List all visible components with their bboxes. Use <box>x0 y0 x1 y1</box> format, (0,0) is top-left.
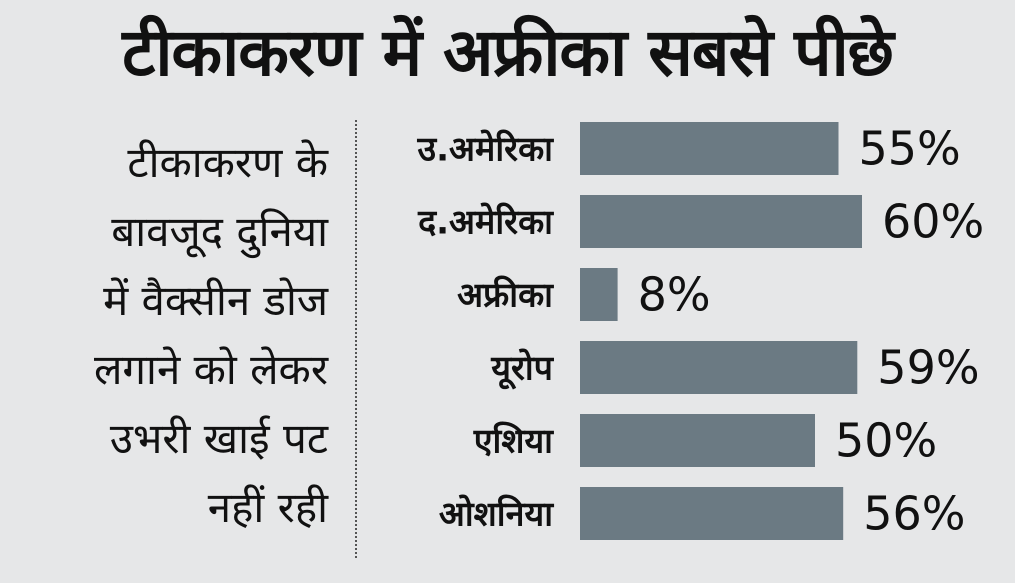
value-label: 59% <box>877 341 979 395</box>
value-label: 60% <box>882 195 984 249</box>
value-label: 56% <box>863 487 965 541</box>
description-line: टीकाकरण के <box>127 138 328 187</box>
value-label: 50% <box>835 414 937 468</box>
category-label: ओशनिया <box>439 494 554 535</box>
value-label: 55% <box>859 122 961 176</box>
bar <box>580 122 839 175</box>
chart-title: टीकाकरण में अफ्रीका सबसे पीछे <box>122 14 894 91</box>
description-line: उभरी खाई पट <box>109 414 328 463</box>
description-text: टीकाकरण के बावजूद दुनिया में वैक्सीन डोज… <box>10 128 328 542</box>
bar <box>580 487 844 540</box>
description-line: नहीं रही <box>207 483 328 532</box>
bar <box>580 341 858 394</box>
description-line: में वैक्सीन डोज <box>103 276 328 325</box>
category-label: अफ्रीका <box>457 275 554 316</box>
dotted-divider <box>355 120 357 558</box>
value-label: 8% <box>638 268 711 322</box>
bar <box>580 195 862 248</box>
category-label: एशिया <box>473 421 554 462</box>
bar <box>580 268 618 321</box>
description-line: बावजूद दुनिया <box>111 207 328 256</box>
category-label: द.अमेरिका <box>417 202 554 243</box>
bar <box>580 414 815 467</box>
description-line: लगाने को लेकर <box>93 345 328 394</box>
category-label: उ.अमेरिका <box>417 129 555 170</box>
category-label: यूरोप <box>490 348 554 391</box>
